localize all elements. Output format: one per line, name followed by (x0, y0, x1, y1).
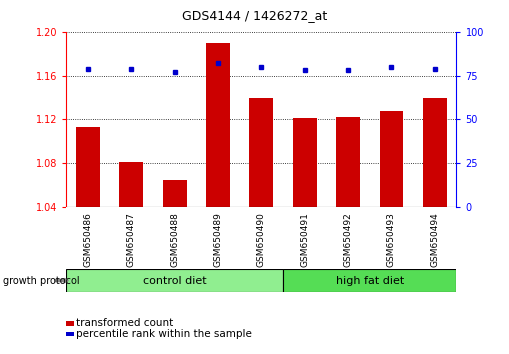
Text: GSM650487: GSM650487 (127, 212, 135, 267)
Text: growth protocol: growth protocol (3, 275, 79, 286)
Text: GSM650486: GSM650486 (83, 212, 92, 267)
Text: GDS4144 / 1426272_at: GDS4144 / 1426272_at (182, 9, 327, 22)
Text: transformed count: transformed count (76, 319, 173, 329)
Bar (119, 162, 143, 207)
Bar (66, 269, 282, 292)
Text: GSM650490: GSM650490 (257, 212, 265, 267)
Text: control diet: control diet (143, 275, 206, 286)
Bar (206, 43, 230, 207)
Bar (379, 111, 403, 207)
Text: GSM650491: GSM650491 (300, 212, 308, 267)
Text: GSM650493: GSM650493 (386, 212, 395, 267)
Bar (249, 98, 273, 207)
Bar (76, 127, 100, 207)
Text: GSM650488: GSM650488 (170, 212, 179, 267)
Text: GSM650492: GSM650492 (343, 212, 352, 267)
Bar (422, 98, 446, 207)
Text: GSM650489: GSM650489 (213, 212, 222, 267)
Bar (292, 118, 316, 207)
Text: GSM650494: GSM650494 (430, 212, 438, 267)
Bar (335, 117, 359, 207)
Text: high fat diet: high fat diet (335, 275, 403, 286)
Bar (162, 180, 186, 207)
Text: percentile rank within the sample: percentile rank within the sample (76, 329, 251, 339)
Bar (282, 269, 456, 292)
